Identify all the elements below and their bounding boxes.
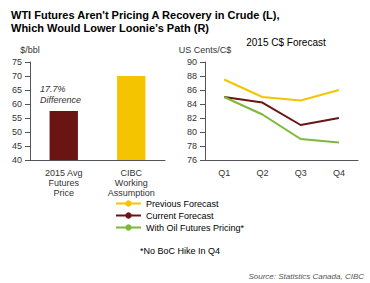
svg-text:US Cents/C$: US Cents/C$	[179, 45, 232, 55]
svg-text:17.7%: 17.7%	[40, 84, 66, 94]
svg-text:Futures: Futures	[48, 178, 79, 188]
svg-text:84: 84	[187, 99, 197, 109]
svg-text:WTI Futures Aren't Pricing A R: WTI Futures Aren't Pricing A Recovery in…	[11, 9, 279, 21]
svg-text:82: 82	[187, 113, 197, 123]
svg-text:55: 55	[12, 113, 22, 123]
svg-text:88: 88	[187, 71, 197, 81]
svg-text:Current Forecast: Current Forecast	[146, 211, 214, 221]
svg-text:With Oil Futures Pricing*: With Oil Futures Pricing*	[146, 223, 245, 233]
svg-text:Q1: Q1	[218, 168, 230, 178]
svg-text:$/bbl: $/bbl	[20, 45, 40, 55]
svg-text:2015 C$ Forecast: 2015 C$ Forecast	[246, 37, 326, 48]
svg-text:Q3: Q3	[295, 168, 307, 178]
svg-text:78: 78	[187, 141, 197, 151]
svg-text:Working: Working	[115, 178, 148, 188]
svg-text:90: 90	[187, 57, 197, 67]
svg-text:Q2: Q2	[256, 168, 268, 178]
svg-text:86: 86	[187, 85, 197, 95]
svg-text:2015 Avg: 2015 Avg	[45, 168, 82, 178]
svg-text:Price: Price	[53, 188, 74, 198]
svg-text:40: 40	[12, 155, 22, 165]
svg-text:Previous Forecast: Previous Forecast	[146, 199, 219, 209]
svg-text:70: 70	[12, 71, 22, 81]
svg-text:Assumption: Assumption	[108, 188, 155, 198]
svg-text:Which Would Lower Loonie’s Pat: Which Would Lower Loonie’s Path (R)	[11, 22, 209, 34]
svg-text:76: 76	[187, 155, 197, 165]
svg-text:45: 45	[12, 141, 22, 151]
svg-text:60: 60	[12, 99, 22, 109]
svg-text:Source: Statistics Canada, CIB: Source: Statistics Canada, CIBC	[248, 272, 364, 281]
svg-text:65: 65	[12, 85, 22, 95]
svg-text:75: 75	[12, 57, 22, 67]
svg-text:CIBC: CIBC	[120, 168, 142, 178]
svg-text:80: 80	[187, 127, 197, 137]
svg-text:*No BoC Hike In Q4: *No BoC Hike In Q4	[140, 246, 220, 256]
svg-text:Difference: Difference	[40, 95, 81, 105]
svg-text:50: 50	[12, 127, 22, 137]
svg-text:Q4: Q4	[333, 168, 345, 178]
